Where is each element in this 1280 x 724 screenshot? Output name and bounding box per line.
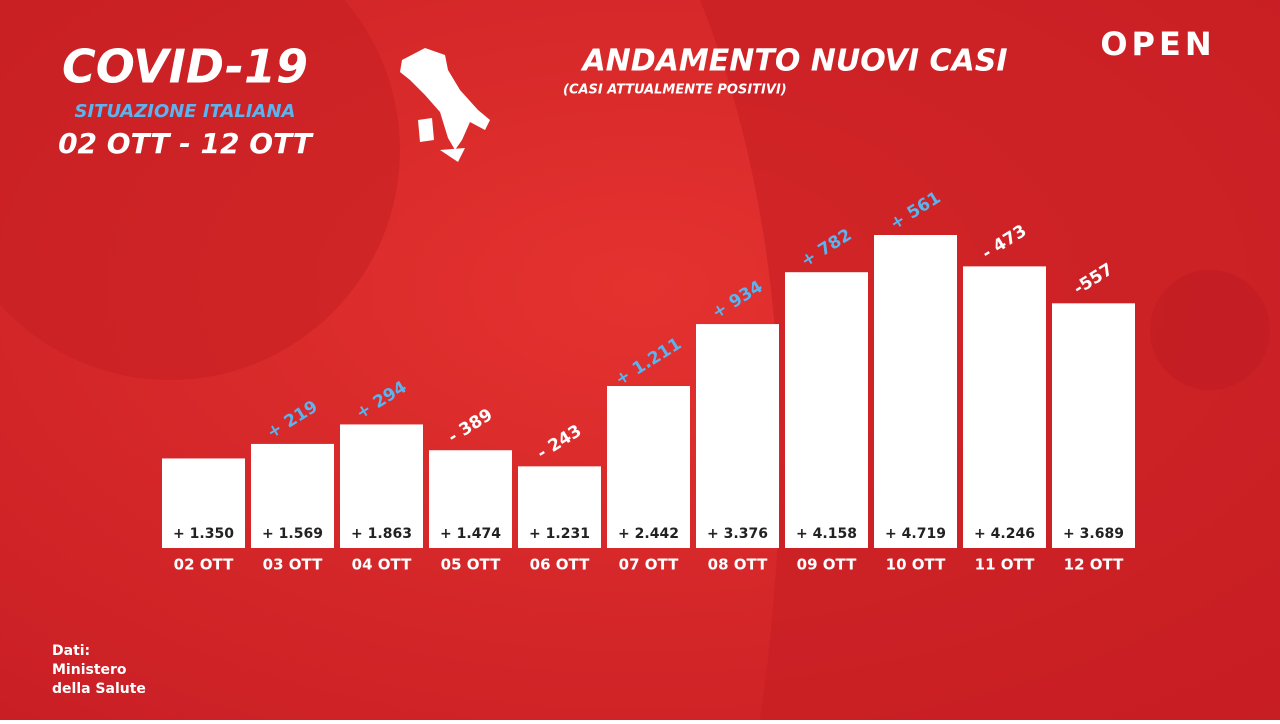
bg-shape (0, 0, 400, 380)
x-tick-label: 08 OTT (708, 556, 768, 574)
source: Dati: (52, 643, 90, 659)
x-tick-label: 12 OTT (1064, 556, 1124, 574)
x-tick-label: 09 OTT (797, 556, 857, 574)
bar (518, 466, 601, 548)
bar (963, 266, 1046, 548)
bar (1052, 303, 1135, 548)
value-label: + 3.376 (707, 526, 768, 542)
x-tick-label: 02 OTT (174, 556, 234, 574)
bar (251, 443, 334, 548)
bar (340, 424, 423, 548)
value-label: + 1.350 (173, 526, 234, 542)
bar (162, 458, 245, 548)
x-tick-label: 07 OTT (619, 556, 679, 574)
italy-map (400, 48, 490, 162)
value-label: + 4.158 (796, 526, 857, 542)
x-tick-label: 06 OTT (530, 556, 590, 574)
bar (785, 272, 868, 548)
x-tick-label: 05 OTT (441, 556, 501, 574)
value-label: + 1.569 (262, 526, 323, 542)
bar (874, 235, 957, 548)
value-label: + 2.442 (618, 526, 679, 542)
value-label: + 3.689 (1063, 526, 1124, 542)
value-label: + 4.246 (974, 526, 1035, 542)
x-tick-label: 11 OTT (975, 556, 1035, 574)
header-period: 02 OTT - 12 OTT (58, 127, 314, 160)
header-subtitle: SITUAZIONE ITALIANA (75, 101, 296, 122)
x-tick-label: 10 OTT (886, 556, 946, 574)
value-label: + 1.474 (440, 526, 501, 542)
chart-subtitle: (CASI ATTUALMENTE POSITIVI) (563, 83, 787, 98)
value-label: + 1.863 (351, 526, 412, 542)
source: Ministero (52, 662, 127, 678)
header-title: COVID-19 (62, 40, 308, 94)
bg-shape (1150, 270, 1270, 390)
chart-title: ANDAMENTO NUOVI CASI (580, 44, 1007, 79)
bar (607, 386, 690, 548)
bar (429, 450, 512, 548)
source: della Salute (52, 681, 146, 697)
logo: OPEN (1100, 25, 1215, 63)
x-tick-label: 04 OTT (352, 556, 412, 574)
x-tick-label: 03 OTT (263, 556, 323, 574)
value-label: + 4.719 (885, 526, 946, 542)
value-label: + 1.231 (529, 526, 590, 542)
bar (696, 324, 779, 548)
